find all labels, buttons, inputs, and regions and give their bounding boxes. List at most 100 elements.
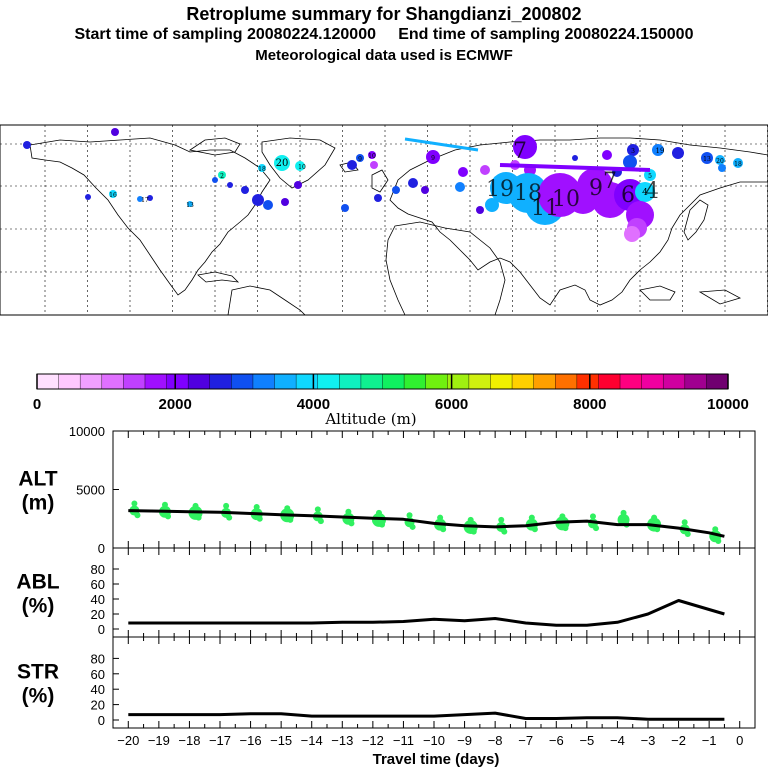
colorbar-swatch <box>317 374 340 389</box>
plume-dot <box>218 171 226 179</box>
x-tick-label: −9 <box>457 733 472 748</box>
altitude-cluster <box>562 525 569 532</box>
colorbar-swatch <box>684 374 707 389</box>
altitude-colorbar: 0 2000 4000 6000 8000 10000 <box>33 373 749 413</box>
colorbar-swatch <box>512 374 535 389</box>
altitude-cluster <box>195 514 202 521</box>
x-tick-label: −20 <box>117 733 139 748</box>
colorbar-swatch <box>231 374 254 389</box>
x-tick-label: −7 <box>518 733 533 748</box>
panel-unit: (%) <box>22 685 55 708</box>
y-tick-label: 0 <box>98 622 105 637</box>
plume-label: 16 <box>109 192 117 199</box>
altitude-cluster <box>681 519 688 526</box>
plume-label-large: 10 <box>552 187 580 212</box>
altitude-cluster <box>712 526 719 533</box>
x-tick-label: −10 <box>423 733 445 748</box>
plume-label: 13 <box>703 156 711 163</box>
x-axis-label: Travel time (days) <box>373 751 500 768</box>
plume-label-large: 18 <box>514 181 542 206</box>
y-tick-label: 80 <box>91 562 105 577</box>
altitude-cluster <box>348 520 355 527</box>
plume-label: 20 <box>716 158 724 165</box>
plume-dot <box>635 182 655 202</box>
plume-dot <box>644 169 656 181</box>
panel-label: STR <box>17 661 59 684</box>
plume-trail-line <box>404 137 479 152</box>
plume-dot <box>187 201 193 207</box>
altitude-cluster <box>593 525 600 532</box>
met-data-line: Meteorological data used is ECMWF <box>255 47 513 64</box>
plume-dot <box>627 144 639 156</box>
plume-label: 9 <box>431 155 435 162</box>
colorbar-swatch <box>209 374 232 389</box>
plume-dot <box>341 204 349 212</box>
altitude-cluster <box>375 509 382 516</box>
colorbar-swatch <box>123 374 146 389</box>
series-line-str <box>128 711 725 721</box>
plume-dot <box>624 226 640 242</box>
plume-dot <box>374 194 382 202</box>
altitude-cluster <box>409 523 416 530</box>
altitude-cluster <box>284 505 291 512</box>
altitude-cluster <box>253 504 260 511</box>
altitude-cluster <box>559 513 566 520</box>
plume-dot <box>572 155 578 161</box>
plume-dot <box>347 160 357 170</box>
plume-dot <box>733 158 743 168</box>
colorbar-swatch <box>58 374 81 389</box>
colorbar-swatch <box>663 374 686 389</box>
colorbar-swatch <box>598 374 621 389</box>
x-tick-label: −2 <box>671 733 686 748</box>
plume-dot <box>455 182 465 192</box>
panel-label: ABL <box>16 571 59 594</box>
series-line-alt <box>128 509 725 538</box>
sampling-time-line: Start time of sampling 20080224.120000 E… <box>74 26 694 43</box>
altitude-cluster <box>131 500 138 507</box>
altitude-cluster <box>317 518 324 525</box>
colorbar-tick-label: 8000 <box>573 396 606 413</box>
colorbar-swatch <box>101 374 124 389</box>
plume-dot <box>295 161 305 171</box>
y-tick-label: 10000 <box>69 424 105 439</box>
plume-dot <box>23 141 31 149</box>
colorbar-swatch <box>382 374 405 389</box>
x-tick-label: −8 <box>488 733 503 748</box>
plume-label-large: 6 <box>621 183 635 208</box>
colorbar-label: Altitude (m) <box>324 410 416 428</box>
plume-dot <box>370 161 378 169</box>
plume-dot <box>718 164 726 172</box>
colorbar-swatch <box>274 374 297 389</box>
plume-dot <box>480 165 490 175</box>
plume-dot <box>241 186 249 194</box>
y-tick-label: 20 <box>91 607 105 622</box>
plume-dot <box>227 182 233 188</box>
colorbar-tick-label: 10000 <box>707 396 749 413</box>
y-tick-label: 0 <box>98 713 105 728</box>
x-tick-label: 0 <box>736 733 743 748</box>
colorbar-tick-label: 0 <box>33 396 41 413</box>
colorbar-swatch <box>252 374 276 389</box>
altitude-cluster <box>314 506 321 513</box>
altitude-cluster <box>470 528 477 535</box>
plume-dot <box>652 144 664 156</box>
colorbar-swatch <box>144 374 168 389</box>
y-tick-label: 60 <box>91 577 105 592</box>
colorbar-swatch <box>296 374 319 389</box>
altitude-cluster <box>684 530 691 537</box>
plume-dot <box>715 155 725 165</box>
plume-label-large: 4 <box>645 179 659 204</box>
y-tick-label: 0 <box>98 541 105 556</box>
plume-dot <box>258 164 266 172</box>
plume-dot <box>426 150 440 164</box>
plume-dot <box>476 206 484 214</box>
plume-label: 5 <box>648 173 652 180</box>
x-tick-label: −18 <box>178 733 200 748</box>
series-line-abl <box>128 599 725 627</box>
plume-dot <box>281 198 289 206</box>
altitude-cluster <box>531 526 538 533</box>
plume-dot <box>356 154 364 162</box>
colorbar-swatch <box>188 374 211 389</box>
